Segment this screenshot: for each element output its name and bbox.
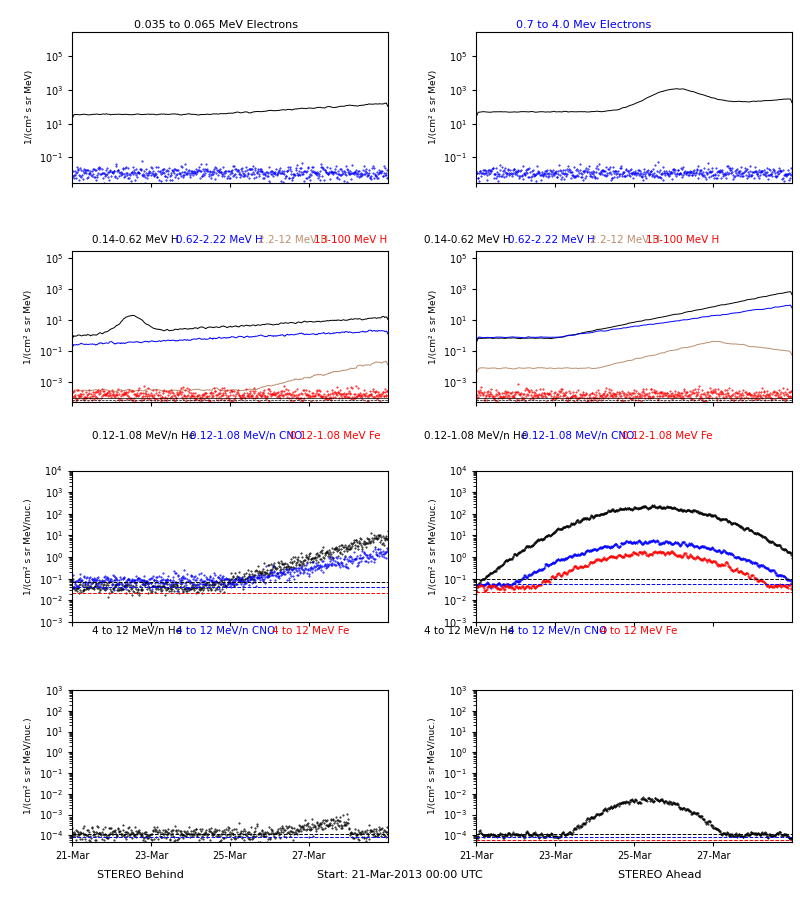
Text: 0.035 to 0.065 MeV Electrons: 0.035 to 0.065 MeV Electrons [134,20,298,30]
Text: 0.62-2.22 MeV H: 0.62-2.22 MeV H [508,235,594,245]
Text: STEREO Ahead: STEREO Ahead [618,870,702,880]
Text: 2.2-12 MeV H: 2.2-12 MeV H [590,235,661,245]
Text: STEREO Behind: STEREO Behind [97,870,183,880]
Text: 0.12-1.08 MeV/n He: 0.12-1.08 MeV/n He [92,431,195,441]
Y-axis label: 1/(cm² s sr MeV/nuc.): 1/(cm² s sr MeV/nuc.) [429,717,438,814]
Text: 0.12-1.08 MeV/n CNO: 0.12-1.08 MeV/n CNO [522,431,634,441]
Text: Start: 21-Mar-2013 00:00 UTC: Start: 21-Mar-2013 00:00 UTC [317,870,483,880]
Text: 0.62-2.22 MeV H: 0.62-2.22 MeV H [176,235,262,245]
Text: 2.2-12 MeV H: 2.2-12 MeV H [258,235,329,245]
Y-axis label: 1/(cm² s sr MeV/nuc.): 1/(cm² s sr MeV/nuc.) [24,717,34,814]
Text: 0.14-0.62 MeV H: 0.14-0.62 MeV H [424,235,510,245]
Text: 0.12-1.08 MeV Fe: 0.12-1.08 MeV Fe [622,431,713,441]
Text: 0.7 to 4.0 Mev Electrons: 0.7 to 4.0 Mev Electrons [516,20,652,30]
Text: 0.14-0.62 MeV H: 0.14-0.62 MeV H [92,235,178,245]
Text: 4 to 12 MeV/n CNO: 4 to 12 MeV/n CNO [508,626,607,636]
Text: 13-100 MeV H: 13-100 MeV H [646,235,720,245]
Y-axis label: 1/(cm² s sr MeV): 1/(cm² s sr MeV) [429,290,438,364]
Text: 4 to 12 MeV Fe: 4 to 12 MeV Fe [272,626,350,636]
Text: 4 to 12 MeV Fe: 4 to 12 MeV Fe [600,626,678,636]
Y-axis label: 1/(cm² s sr MeV): 1/(cm² s sr MeV) [25,290,34,364]
Y-axis label: 1/(cm² s sr MeV): 1/(cm² s sr MeV) [25,70,34,144]
Y-axis label: 1/(cm² s sr MeV/nuc.): 1/(cm² s sr MeV/nuc.) [25,498,34,595]
Text: 0.12-1.08 MeV Fe: 0.12-1.08 MeV Fe [290,431,381,441]
Text: 13-100 MeV H: 13-100 MeV H [314,235,388,245]
Y-axis label: 1/(cm² s sr MeV/nuc.): 1/(cm² s sr MeV/nuc.) [429,498,438,595]
Text: 0.12-1.08 MeV/n CNO: 0.12-1.08 MeV/n CNO [190,431,302,441]
Text: 4 to 12 MeV/n CNO: 4 to 12 MeV/n CNO [176,626,275,636]
Text: 4 to 12 MeV/n He: 4 to 12 MeV/n He [424,626,514,636]
Y-axis label: 1/(cm² s sr MeV): 1/(cm² s sr MeV) [429,70,438,144]
Text: 4 to 12 MeV/n He: 4 to 12 MeV/n He [92,626,182,636]
Text: 0.12-1.08 MeV/n He: 0.12-1.08 MeV/n He [424,431,527,441]
